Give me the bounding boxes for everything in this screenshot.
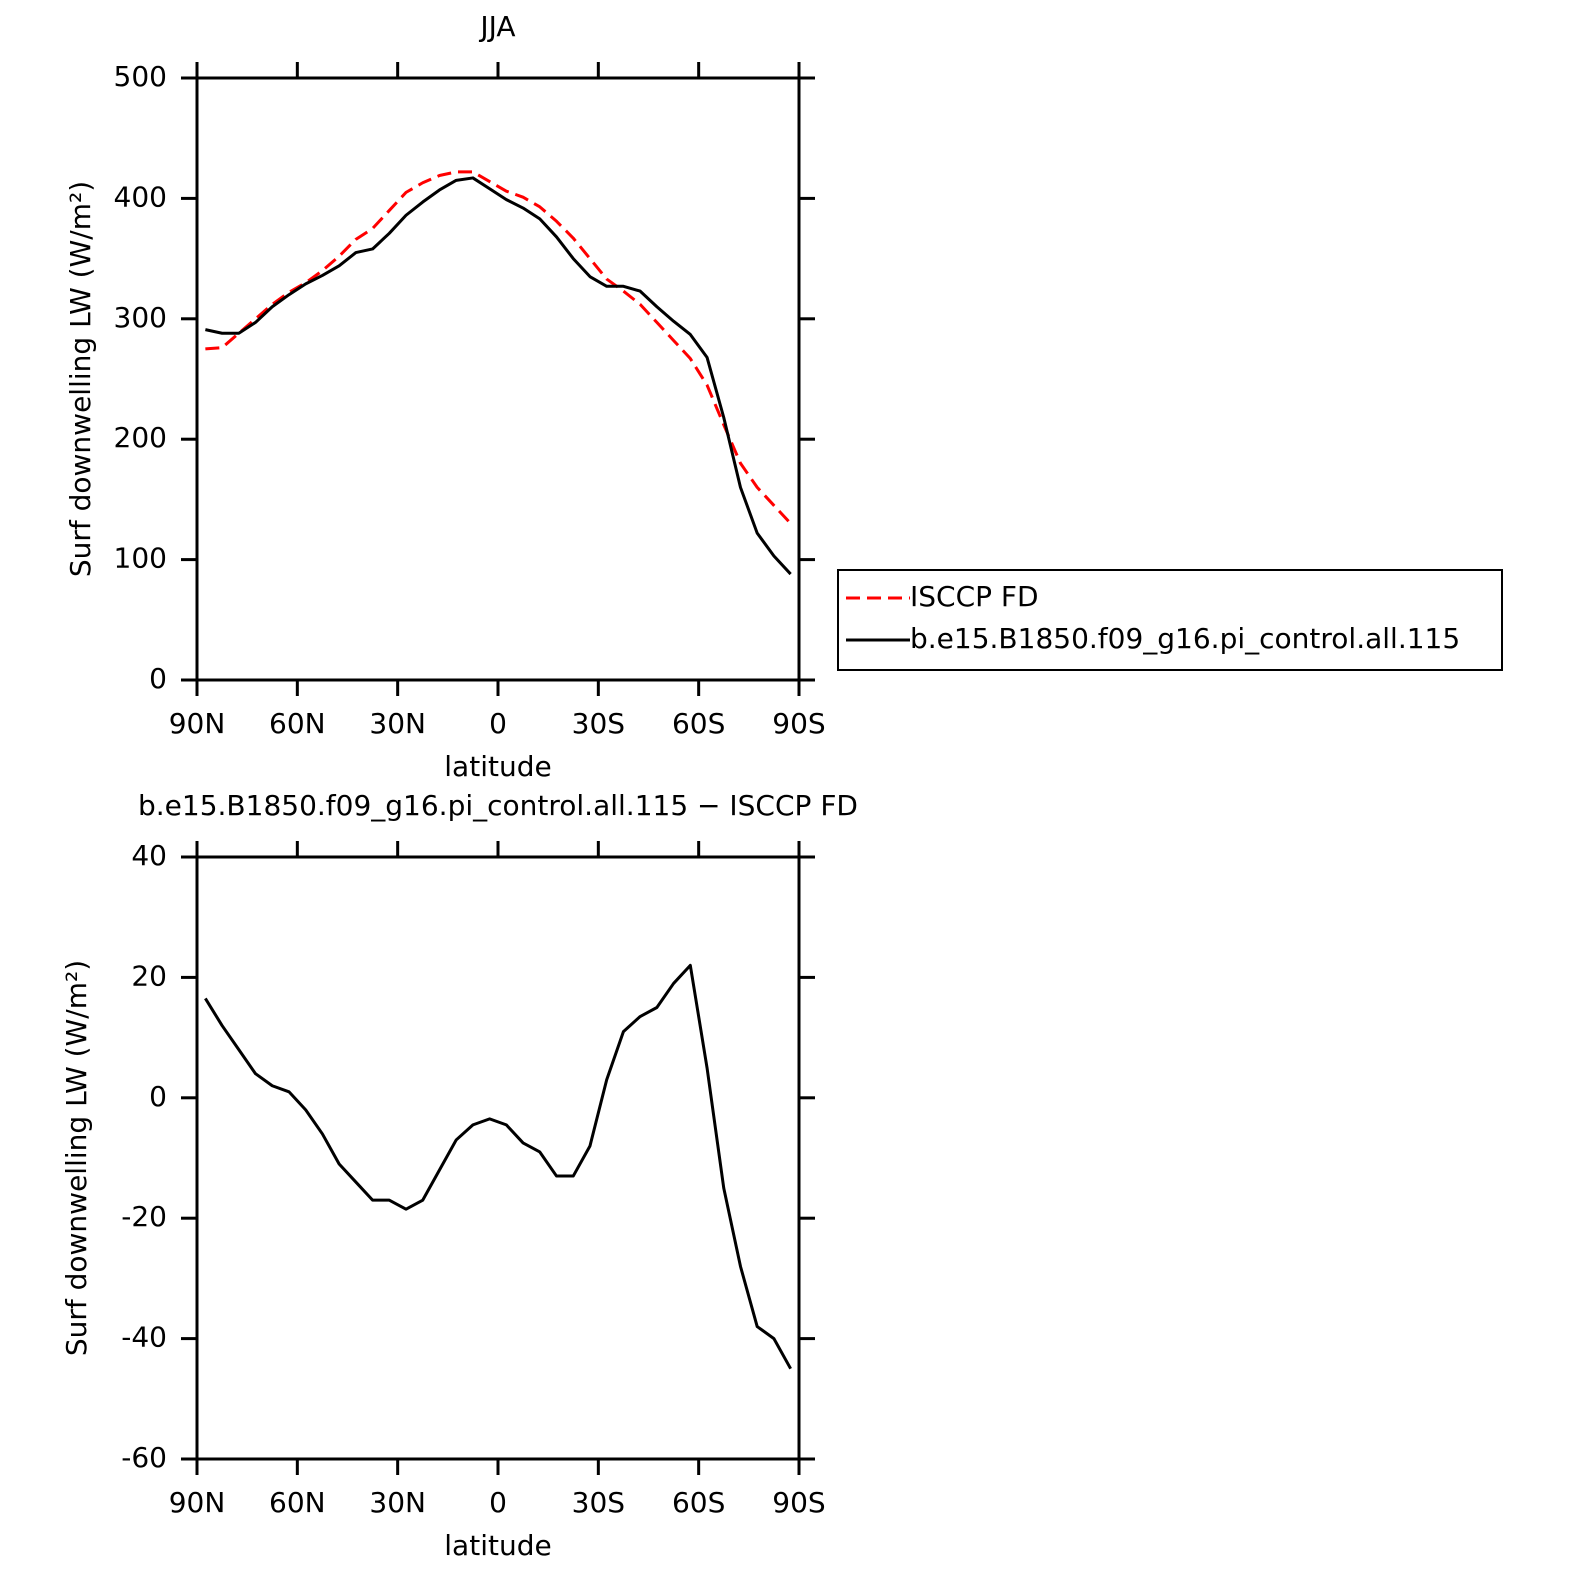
y-tick-label: 0 [149, 1080, 167, 1113]
y-tick-label: 0 [149, 662, 167, 695]
legend-box [837, 569, 1503, 671]
x-tick-label: 90S [772, 707, 825, 740]
x-tick-label: 30N [369, 1486, 426, 1519]
data-line [205, 170, 792, 525]
y-tick-label: 500 [114, 60, 167, 93]
y-tick-label: 200 [114, 421, 167, 454]
x-tick-label: 30N [369, 707, 426, 740]
chart-title: JJA [478, 10, 515, 43]
plot-frame [195, 76, 801, 682]
x-tick-label: 90N [169, 1486, 226, 1519]
legend-label: ISCCP FD [910, 580, 1039, 613]
y-tick-label: 100 [114, 542, 167, 575]
y-tick-label: -20 [121, 1200, 167, 1233]
x-axis-label: latitude [444, 750, 551, 783]
data-line [204, 963, 792, 1370]
x-tick-label: 0 [489, 1486, 507, 1519]
x-tick-label: 60N [269, 1486, 326, 1519]
x-tick-label: 30S [572, 1486, 625, 1519]
y-axis-label: Surf downwelling LW (W/m²) [64, 181, 97, 577]
y-tick-label: 40 [131, 839, 167, 872]
y-axis-label: Surf downwelling LW (W/m²) [60, 960, 93, 1356]
x-tick-label: 60S [672, 707, 725, 740]
x-tick-label: 0 [489, 707, 507, 740]
data-line [205, 176, 792, 576]
legend-label: b.e15.B1850.f09_g16.pi_control.all.115 [910, 622, 1460, 655]
x-tick-label: 30S [572, 707, 625, 740]
y-tick-label: 20 [131, 959, 167, 992]
y-tick-label: -60 [121, 1441, 167, 1474]
x-tick-label: 60N [269, 707, 326, 740]
chart-title: b.e15.B1850.f09_g16.pi_control.all.115 −… [138, 789, 858, 822]
x-tick-label: 90S [772, 1486, 825, 1519]
y-tick-label: -40 [121, 1321, 167, 1354]
y-tick-label: 400 [114, 180, 167, 213]
x-tick-label: 60S [672, 1486, 725, 1519]
x-axis-label: latitude [444, 1529, 551, 1562]
y-tick-label: 300 [114, 301, 167, 334]
x-tick-label: 90N [169, 707, 226, 740]
plot-frame [195, 855, 801, 1461]
